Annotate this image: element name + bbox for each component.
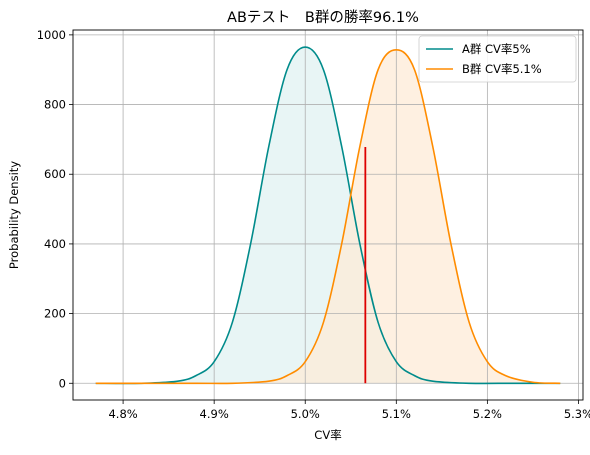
y-tick-label: 800 bbox=[44, 98, 66, 112]
x-ticks: 4.8% 4.9% 5.0% 5.1% 5.2% 5.3% bbox=[108, 400, 590, 421]
x-tick-label: 4.8% bbox=[108, 407, 137, 421]
legend-label-b: B群 CV率5.1% bbox=[462, 62, 542, 76]
x-tick-label: 5.1% bbox=[382, 407, 411, 421]
gridlines bbox=[73, 30, 583, 400]
series-line-1 bbox=[95, 49, 561, 385]
density-fills bbox=[95, 47, 561, 384]
x-tick-label: 5.3% bbox=[564, 407, 590, 421]
y-tick-label: 0 bbox=[59, 376, 66, 390]
x-axis-label: CV率 bbox=[314, 428, 341, 442]
x-tick-label: 5.0% bbox=[291, 407, 320, 421]
y-tick-label: 600 bbox=[44, 167, 66, 181]
y-tick-label: 1000 bbox=[37, 28, 66, 42]
series-line-0 bbox=[95, 46, 561, 385]
plot-frame bbox=[72, 29, 584, 401]
x-tick-label: 4.9% bbox=[200, 407, 229, 421]
chart-title: ABテスト B群の勝率96.1% bbox=[227, 9, 419, 26]
legend-box bbox=[418, 35, 577, 83]
legend: A群 CV率5% B群 CV率5.1% bbox=[418, 35, 577, 83]
y-ticks: 0 200 400 600 800 1000 bbox=[37, 28, 73, 390]
y-tick-label: 200 bbox=[44, 307, 66, 321]
legend-label-a: A群 CV率5% bbox=[462, 42, 531, 56]
series-lines bbox=[95, 46, 561, 385]
y-axis-label: Probability Density bbox=[7, 161, 21, 269]
x-tick-label: 5.2% bbox=[473, 407, 502, 421]
density-fill-1 bbox=[95, 49, 561, 384]
density-fill-0 bbox=[95, 47, 561, 384]
y-tick-label: 400 bbox=[44, 237, 66, 251]
